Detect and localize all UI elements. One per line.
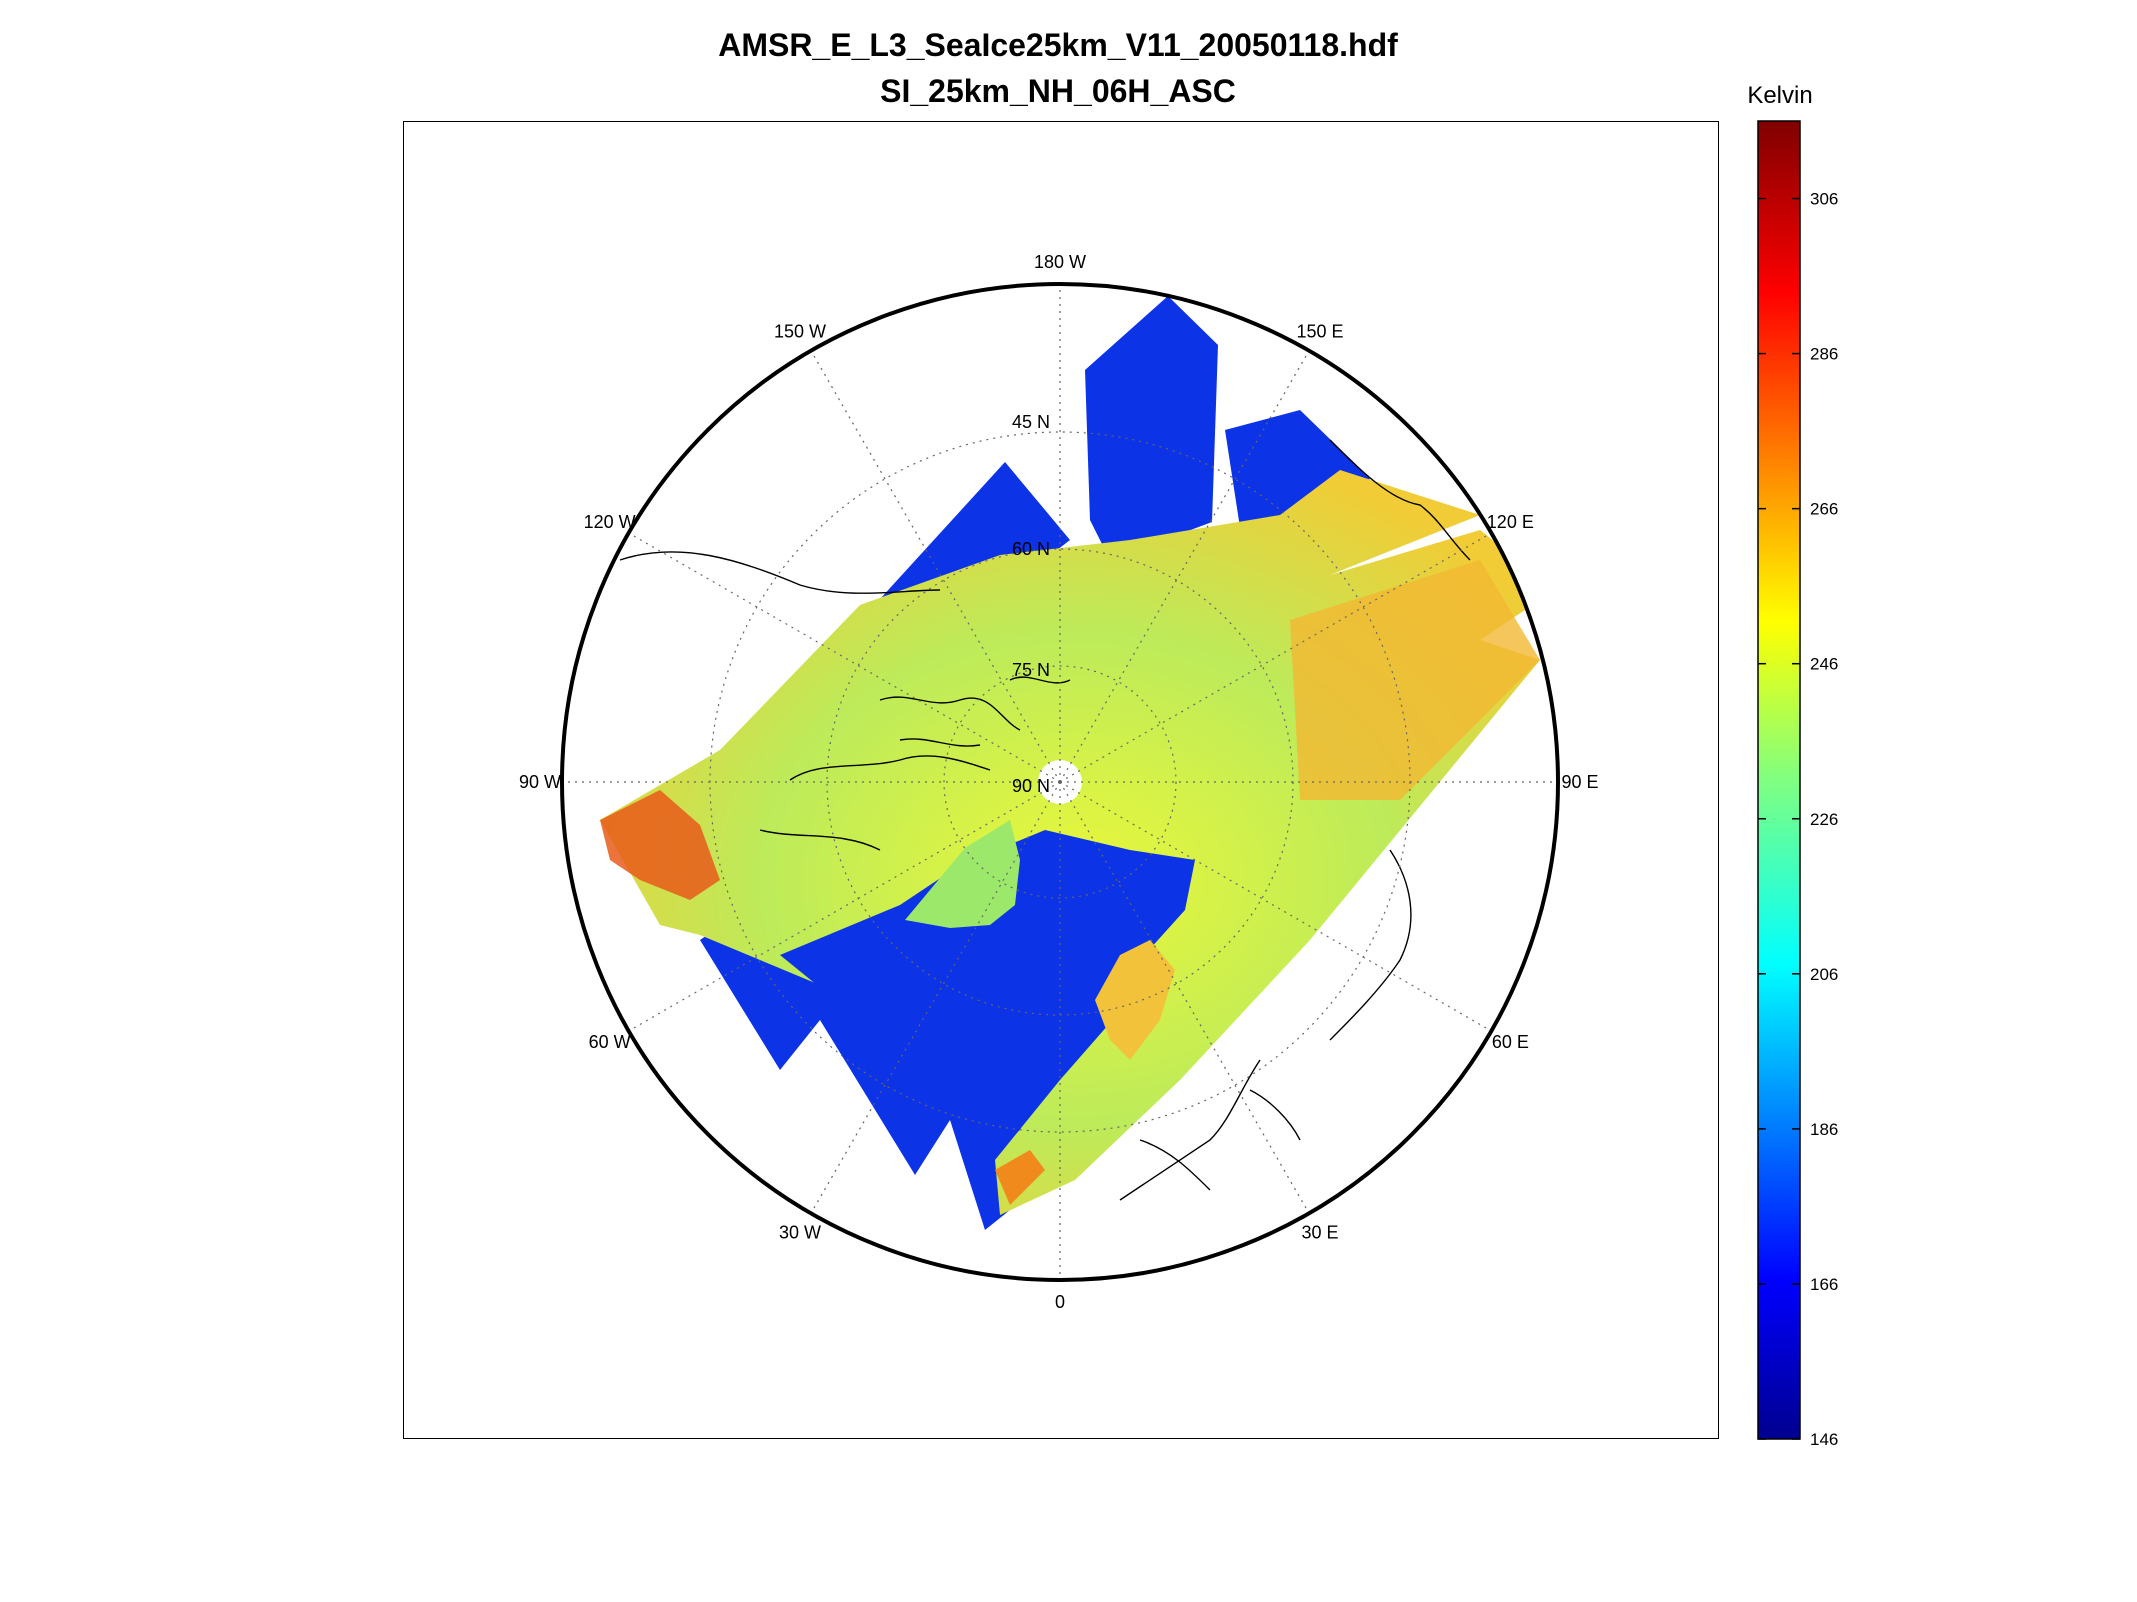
colorbar-tick-label-7: 286: [1810, 345, 1838, 364]
lat-circle-75: [943, 665, 1177, 899]
lon-label-0: 0: [1055, 1292, 1065, 1312]
meridian-4: [1059, 532, 1492, 783]
swath-layer: [600, 296, 1555, 1230]
colorbar-tick-label-6: 266: [1810, 500, 1838, 519]
colorbar-tick-label-0: 146: [1810, 1430, 1838, 1449]
lat-label-75: 75 N: [1012, 660, 1050, 680]
meridian-2: [1059, 781, 1492, 1032]
lon-label-3: 90 E: [1561, 772, 1598, 792]
plot-frame: [403, 121, 1719, 1439]
lon-label-2: 60 E: [1492, 1032, 1529, 1052]
lon-label-8: 120 W: [584, 512, 636, 532]
colorbar: 146 166 186 206 226 246 266 286 306: [1757, 120, 1838, 1449]
lat-label-45: 45 N: [1012, 412, 1050, 432]
swath-ocean-top: [1085, 296, 1218, 560]
colorbar-tick-label-1: 166: [1810, 1275, 1838, 1294]
lon-label-11: 30 W: [779, 1222, 821, 1242]
meridian-10: [628, 781, 1061, 1032]
lon-label-9: 90 W: [519, 772, 561, 792]
colorbar-gradient: [1757, 120, 1801, 1440]
greenland-icecap: [905, 820, 1020, 928]
meridian-5: [1059, 350, 1310, 783]
colorbar-ticks: 146 166 186 206 226 246 266 286 306: [1758, 190, 1838, 1449]
coast-eurasia: [1119, 439, 1471, 1201]
lon-label-5: 150 E: [1296, 322, 1343, 342]
colorbar-tick-label-8: 306: [1810, 190, 1838, 209]
lon-label-10: 60 W: [589, 1032, 631, 1052]
coast-europe: [1139, 1089, 1301, 1191]
globe-boundary: [560, 282, 1560, 1282]
colorbar-tick-label-4: 226: [1810, 810, 1838, 829]
meridian-11: [810, 781, 1061, 1214]
greenland-sea: [780, 830, 1195, 1160]
meridian-8: [628, 532, 1061, 783]
meridians: [562, 284, 1558, 1280]
lon-label-1: 30 E: [1301, 1222, 1338, 1242]
colorbar-tick-label-5: 246: [1810, 655, 1838, 674]
meridian-1: [1059, 781, 1310, 1214]
colorbar-unit: Kelvin: [1747, 82, 1813, 109]
colorbar-tick-label-3: 206: [1810, 965, 1838, 984]
title-line-2: SI_25km_NH_06H_ASC: [880, 73, 1236, 109]
colorbar-tick-label-2: 186: [1810, 1120, 1838, 1139]
lat-label-60: 60 N: [1012, 539, 1050, 559]
lat-label-90: 90 N: [1012, 776, 1050, 796]
coast-north-america: [619, 551, 991, 851]
hot-patch-spain: [995, 1150, 1045, 1205]
meridian-7: [810, 350, 1061, 783]
hot-patch-alaska: [600, 790, 720, 900]
title-line-1: AMSR_E_L3_SeaIce25km_V11_20050118.hdf: [718, 27, 1398, 63]
coastlines: [619, 439, 1471, 1201]
latitude-labels: 45 N 60 N 75 N 90 N: [1012, 412, 1050, 796]
lon-label-4: 120 E: [1487, 512, 1534, 532]
lon-label-7: 150 W: [774, 322, 826, 342]
lon-label-6: 180 W: [1034, 252, 1086, 272]
scandinavia: [1095, 940, 1175, 1060]
russia-warm: [1290, 560, 1540, 800]
coast-canadian-archipelago: [879, 676, 1071, 747]
longitude-labels: 0 30 E 60 E 90 E 120 E 150 E 180 W 150 W 120 W 90…: [519, 252, 1599, 1312]
